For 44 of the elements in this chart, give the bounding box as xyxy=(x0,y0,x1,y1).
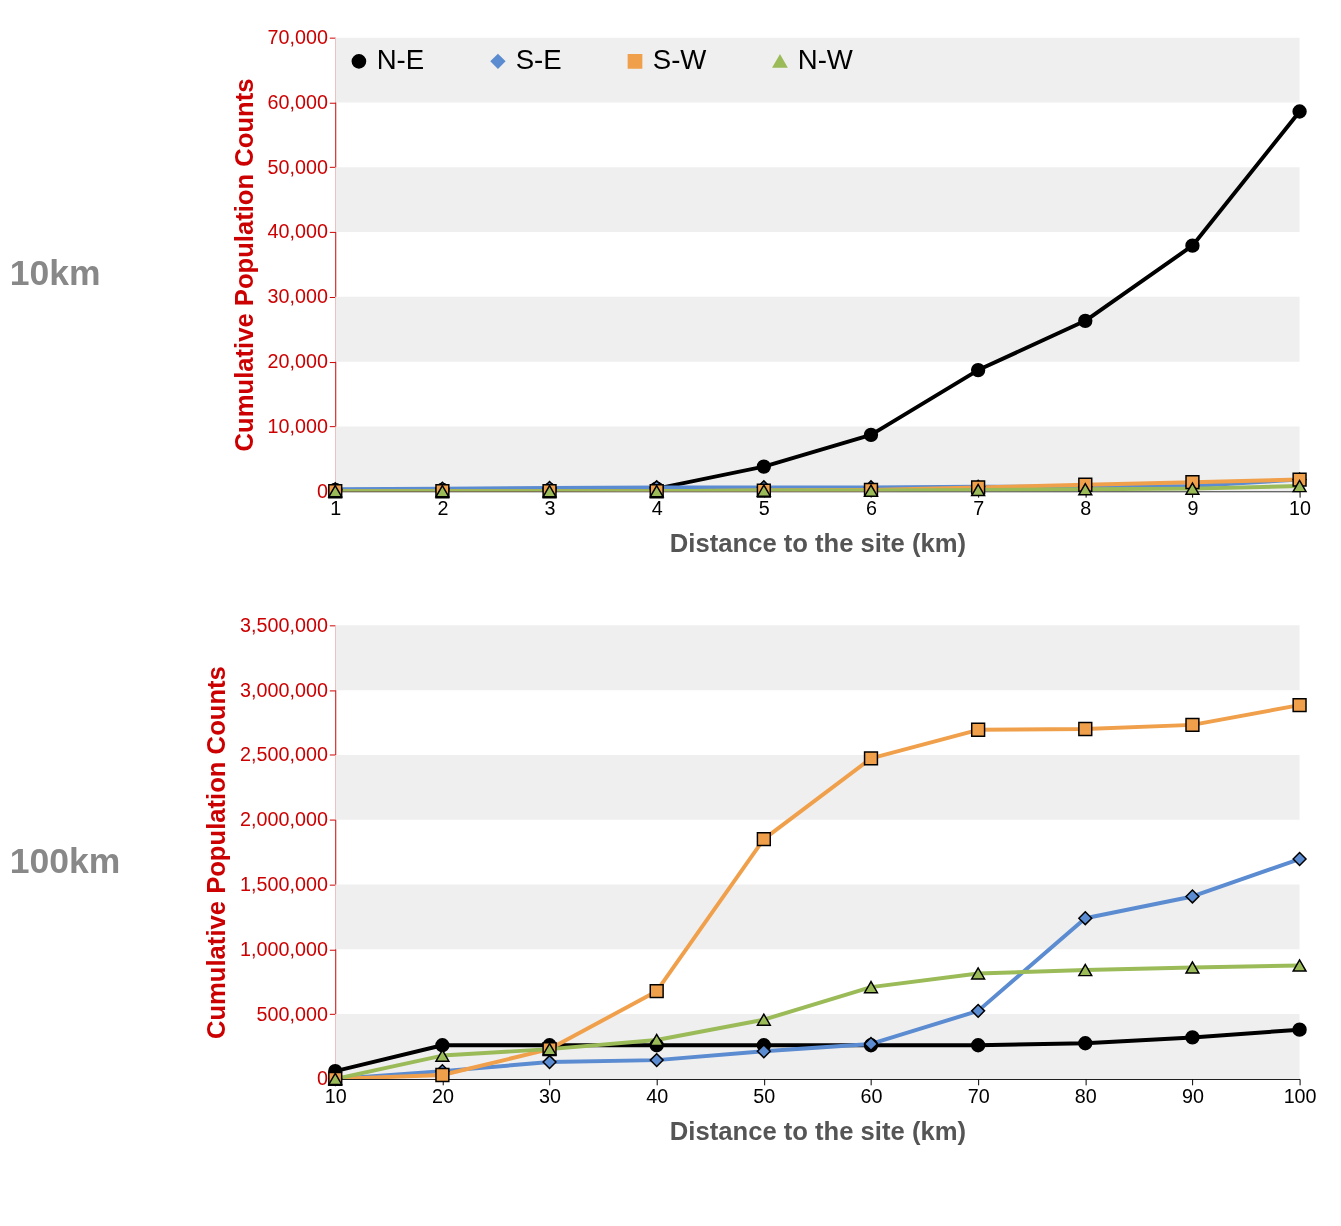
y-tick-label: 2,000,000 xyxy=(240,808,328,831)
y-tick-label: 50,000 xyxy=(267,155,328,178)
x-tick-label: 30 xyxy=(539,1085,562,1108)
x-tick-label: 3 xyxy=(544,497,556,520)
x-tick-label: 8 xyxy=(1080,497,1092,520)
x-tick-label: 100 xyxy=(1283,1085,1317,1108)
legend-label: S-W xyxy=(652,44,707,76)
x-tick-label: 1 xyxy=(330,497,342,520)
y-tick-label: 70,000 xyxy=(267,26,328,49)
x-tick-label: 70 xyxy=(967,1085,990,1108)
x-tick-label: 4 xyxy=(651,497,663,520)
x-tick-label: 6 xyxy=(866,497,877,520)
x-tick-label: 9 xyxy=(1187,497,1199,520)
x-tick-label: 5 xyxy=(758,497,770,520)
y-tick-label: 10,000 xyxy=(267,414,328,437)
y-tick-label: 3,000,000 xyxy=(240,678,328,701)
y-tick-label: 2,500,000 xyxy=(240,743,328,766)
legend-label: N-E xyxy=(376,44,425,76)
y-tick-label: 3,500,000 xyxy=(240,613,328,636)
x-tick-label: 50 xyxy=(753,1085,776,1108)
y-tick-label: 0 xyxy=(316,479,328,502)
x-axis-title: Distance to the site (km) xyxy=(669,528,967,557)
text: 100km xyxy=(9,840,121,881)
y-tick-label: 1,500,000 xyxy=(240,872,328,895)
x-tick-label: 80 xyxy=(1074,1085,1097,1108)
text: 10km xyxy=(9,253,101,294)
x-tick-label: 10 xyxy=(1289,497,1312,520)
x-tick-label: 7 xyxy=(973,497,985,520)
legend-label: N-W xyxy=(797,44,853,76)
y-axis-title: Cumulative Population Counts xyxy=(229,78,258,452)
y-tick-label: 40,000 xyxy=(267,220,328,243)
x-axis-title: Distance to the site (km) xyxy=(669,1116,967,1145)
x-tick-label: 2 xyxy=(437,497,449,520)
y-tick-label: 500,000 xyxy=(256,1002,328,1025)
y-tick-label: 60,000 xyxy=(267,90,328,113)
y-tick-label: 1,000,000 xyxy=(240,937,328,960)
x-tick-label: 60 xyxy=(860,1085,883,1108)
x-tick-label: 90 xyxy=(1181,1085,1204,1108)
y-tick-label: 30,000 xyxy=(267,285,328,308)
x-tick-label: 40 xyxy=(646,1085,669,1108)
legend-label: S-E xyxy=(515,44,562,76)
x-tick-label: 20 xyxy=(431,1085,454,1108)
y-axis-title: Cumulative Population Counts xyxy=(202,666,231,1040)
y-tick-label: 20,000 xyxy=(267,350,328,373)
